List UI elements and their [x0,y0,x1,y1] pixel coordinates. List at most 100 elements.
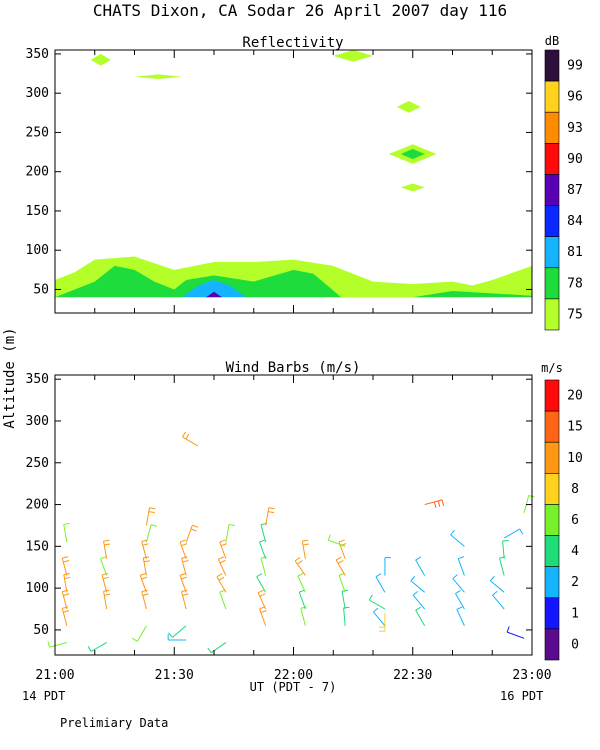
wind-barb-shaft [259,608,267,626]
reflectivity-colorbar-swatch [544,111,560,144]
wind-barb-flag [268,511,275,514]
wind-barb-shaft [369,599,386,610]
wind-barb-flag [140,572,147,576]
wind-barb-flag [259,593,266,597]
wind-barb-flag [259,606,266,610]
x-tick-label: 22:30 [393,668,432,683]
wind-barb-shaft [172,625,187,638]
wind-barb-shaft [506,631,525,639]
wind-barb-flag [335,556,342,561]
wind-barb-shaft [63,574,68,593]
wind-barb-flag [455,590,461,594]
wind-barb-shaft [219,541,227,560]
wind-barb-flag [102,576,109,580]
reflectivity-colorbar-level-label: 81 [567,245,583,260]
x-axis-label: UT (PDT - 7) [250,680,337,694]
wind-barb-flag [143,560,150,563]
wind-barb-shaft [103,541,108,559]
wind-barb-shaft [61,608,68,626]
contour-patch-75 [333,50,373,62]
wind-barb-flag [190,528,197,532]
wind-colorbar-swatch [544,473,560,505]
reflectivity-colorbar-level-label: 78 [567,276,583,291]
wind-barbs-title: Wind Barbs (m/s) [226,360,361,376]
wind-barbs-axes: 50 100 150 200 250 300 350 [26,372,533,656]
wind-barb-shaft [139,575,147,593]
wind-barb-flag [297,573,304,577]
wind-barb-flag [185,433,190,440]
left-date-label: 14 PDT [22,689,65,703]
wind-barb-flag [300,606,307,609]
wind-barb-shaft [225,524,230,543]
wind-ytick-label: 150 [26,539,49,554]
wind-colorbar-swatch [544,504,560,536]
reflectivity-ytick-label: 200 [26,165,49,180]
reflectivity-ytick-label: 150 [26,204,49,219]
wind-barb-shaft [90,642,107,652]
wind-barb-shaft [136,625,147,642]
wind-barb-flag [181,589,188,593]
wind-barb-shaft [338,575,346,593]
x-tick-label: 21:30 [155,668,194,683]
wind-barb-flag [412,591,419,596]
wind-ytick-label: 50 [33,623,49,638]
reflectivity-contours [55,50,532,313]
wind-barb-shaft [260,524,267,543]
wind-barb-flag [368,594,373,601]
reflectivity-colorbar-swatch [544,298,560,331]
reflectivity-ytick-label: 50 [33,282,49,297]
wind-colorbar-level-label: 8 [571,482,579,497]
wind-barb-flag [192,524,199,528]
wind-barb-flag [519,528,524,535]
wind-barb-shaft [328,539,346,547]
wind-barb-shaft [101,574,108,593]
wind-barb-shaft [412,594,426,610]
wind-barb-shaft [298,591,306,610]
wind-barb-flag [410,575,416,582]
reflectivity-ytick-label: 100 [26,243,49,258]
x-tick-label: 23:00 [512,668,551,683]
wind-barb-shaft [415,609,426,626]
wind-barb-shaft [297,575,306,593]
wind-barb-shaft [141,541,147,560]
wind-barb-flag [103,539,110,542]
wind-barb-shaft [49,641,68,648]
wind-barb-flag [502,539,509,542]
wind-barb-flag [104,593,111,596]
reflectivity-colorbar-level-label: 90 [567,152,583,167]
wind-barb-shaft [259,541,267,560]
wind-frame [54,374,533,656]
reflectivity-ytick-label: 350 [26,47,49,62]
wind-barb-flag [182,559,189,563]
wind-barb-flag [62,556,69,559]
wind-barb-flag [415,556,422,561]
reflectivity-colorbar-swatch [544,205,560,237]
wind-colorbar-level-label: 4 [571,544,579,559]
wind-barb-flag [168,632,173,638]
wind-barb-flag [101,572,108,576]
wind-barb-shaft [372,611,386,627]
wind-barb-flag [148,511,155,514]
wind-barb-flag [63,559,70,563]
wind-ytick-label: 350 [26,372,49,387]
wind-barb-shaft [450,534,465,547]
wind-barb-flag [150,524,158,527]
wind-barb-shaft [343,607,346,626]
reflectivity-colorbar-level-label: 96 [567,90,583,105]
wind-barb-shaft [499,558,505,576]
wind-barb-flag [415,606,422,611]
x-tick-labels: 21:00 21:30 22:00 22:30 23:00 [35,668,551,683]
wind-barb-shaft [100,558,108,576]
wind-barb-flag [142,543,149,546]
wind-barb-shaft [294,560,306,576]
wind-barb-flag [47,641,51,648]
reflectivity-colorbar-swatch [544,236,560,269]
wind-barb-flag [216,573,223,578]
wind-barb-shaft [181,591,187,610]
wind-colorbar-level-label: 15 [567,420,583,435]
wind-barb-flag [433,501,437,508]
wind-colorbar-level-label: 2 [571,575,579,590]
wind-barb-flag [456,606,463,610]
figure-title: CHATS Dixon, CA Sodar 26 April 2007 day … [93,1,507,20]
wind-barb-shaft [257,592,267,610]
